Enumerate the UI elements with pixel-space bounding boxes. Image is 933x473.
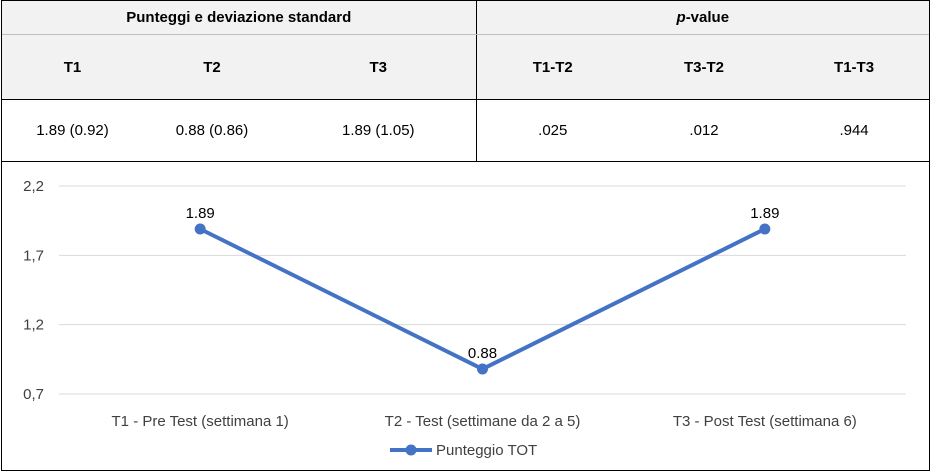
y-tick-label: 1,2	[23, 317, 44, 334]
col-header-t3-t2: T3-T2	[629, 34, 780, 100]
line-chart: 2,2 1,7 1,2 0,7 T1 - Pre Test (settimana 1) T…	[23, 178, 906, 459]
value-t3-t2: .012	[629, 99, 780, 162]
pvalue-suffix: -value	[685, 9, 730, 26]
value-t1-t3: .944	[779, 99, 929, 162]
col-header-t2: T2	[143, 34, 281, 100]
scores-group-header: Punteggi e deviazione standard	[2, 1, 477, 35]
col-header-t1-t2: T1-T2	[475, 34, 630, 100]
data-label: 1.89	[750, 205, 779, 222]
data-point	[759, 223, 771, 235]
col-header-t3: T3	[281, 34, 477, 100]
col-header-t1-t3: T1-T3	[779, 34, 929, 100]
data-point	[194, 223, 206, 235]
value-t1: 1.89 (0.92)	[2, 99, 143, 162]
y-tick-label: 1,7	[23, 247, 44, 264]
x-tick-label: T2 - Test (settimane da 2 a 5)	[385, 413, 581, 430]
data-point	[477, 363, 488, 375]
legend-label: Punteggio TOT	[436, 442, 537, 459]
data-label: 1.89	[186, 205, 215, 222]
values-row: 1.89 (0.92) 0.88 (0.86) 1.89 (1.05) .025…	[2, 99, 929, 162]
group-header-row: Punteggi e deviazione standard p-value	[2, 1, 929, 35]
value-t1-t2: .025	[475, 99, 630, 162]
value-t2: 0.88 (0.86)	[143, 99, 281, 162]
legend-marker	[405, 444, 417, 456]
pvalue-p: p	[676, 9, 686, 26]
x-tick-label: T3 - Post Test (settimana 6)	[673, 413, 857, 430]
stats-table: Punteggi e deviazione standard p-value T…	[2, 1, 929, 162]
pvalue-group-header: p-value	[475, 1, 929, 35]
column-header-row: T1 T2 T3 T1-T2 T3-T2 T1-T3	[2, 34, 929, 100]
y-tick-label: 0,7	[23, 386, 44, 403]
data-label: 0.88	[468, 345, 497, 362]
value-t3: 1.89 (1.05)	[281, 99, 477, 162]
y-tick-label: 2,2	[23, 178, 44, 195]
col-header-t1: T1	[2, 34, 143, 100]
x-tick-label: T1 - Pre Test (settimana 1)	[112, 413, 289, 430]
